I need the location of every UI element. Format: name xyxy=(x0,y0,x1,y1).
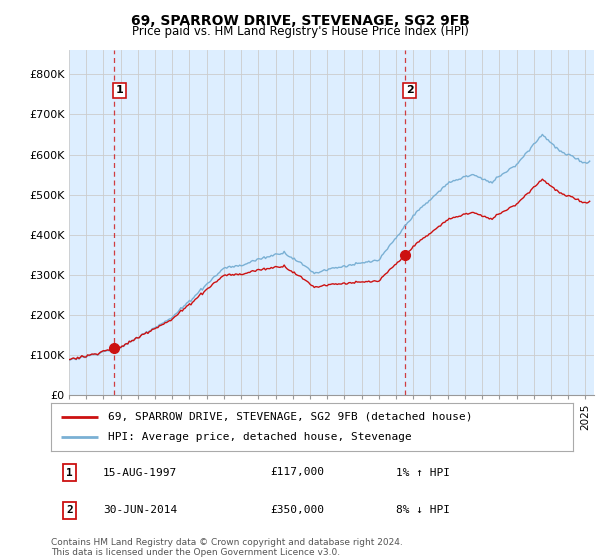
Text: 69, SPARROW DRIVE, STEVENAGE, SG2 9FB: 69, SPARROW DRIVE, STEVENAGE, SG2 9FB xyxy=(131,14,469,28)
Text: £117,000: £117,000 xyxy=(270,468,324,478)
Text: Price paid vs. HM Land Registry's House Price Index (HPI): Price paid vs. HM Land Registry's House … xyxy=(131,25,469,38)
Text: 1: 1 xyxy=(66,468,73,478)
Text: 8% ↓ HPI: 8% ↓ HPI xyxy=(395,505,449,515)
Text: 2: 2 xyxy=(406,86,413,95)
Text: 2: 2 xyxy=(66,505,73,515)
Text: 1% ↑ HPI: 1% ↑ HPI xyxy=(395,468,449,478)
Text: Contains HM Land Registry data © Crown copyright and database right 2024.
This d: Contains HM Land Registry data © Crown c… xyxy=(51,538,403,557)
Text: 30-JUN-2014: 30-JUN-2014 xyxy=(103,505,178,515)
Text: 15-AUG-1997: 15-AUG-1997 xyxy=(103,468,178,478)
Text: 1: 1 xyxy=(115,86,123,95)
Text: 69, SPARROW DRIVE, STEVENAGE, SG2 9FB (detached house): 69, SPARROW DRIVE, STEVENAGE, SG2 9FB (d… xyxy=(109,412,473,422)
Text: HPI: Average price, detached house, Stevenage: HPI: Average price, detached house, Stev… xyxy=(109,432,412,442)
Text: £350,000: £350,000 xyxy=(270,505,324,515)
